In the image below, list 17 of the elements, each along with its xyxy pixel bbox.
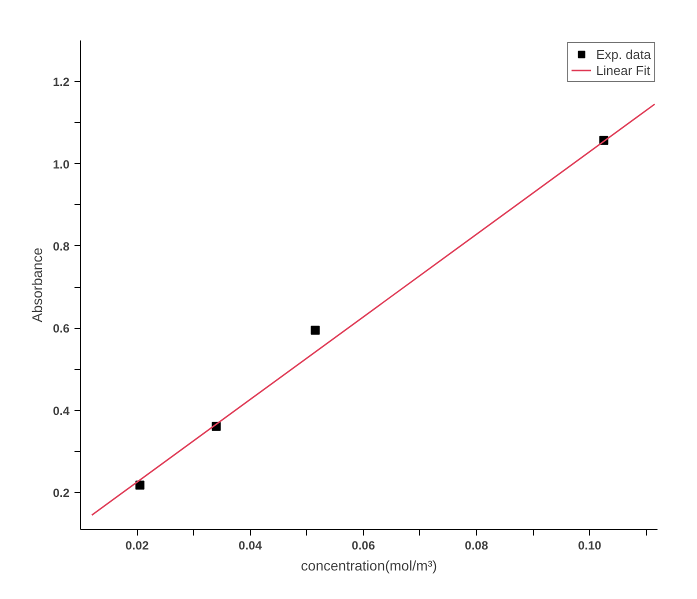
y-tick-label: 0.8 <box>52 239 70 254</box>
y-tick-label: 1.0 <box>52 157 70 172</box>
legend-label: Linear Fit <box>596 62 650 78</box>
y-tick-label: 0.4 <box>52 404 70 418</box>
point <box>310 326 320 335</box>
y-tick-label: 0.6 <box>52 322 70 336</box>
legend-label: Exp. data <box>596 46 651 62</box>
point <box>135 480 144 490</box>
y-axis-title: Absorbance <box>28 247 45 322</box>
x-tick-label: 0.04 <box>238 538 262 552</box>
x-tick-label: 0.06 <box>352 538 376 552</box>
y-tick-label: 1.2 <box>52 75 70 90</box>
x-axis-title: concentration(mol/m³) <box>300 558 438 574</box>
x-tick-label: 0.02 <box>125 538 150 552</box>
x-tick-label: 0.08 <box>464 538 488 552</box>
x-tick-label: 0.10 <box>578 538 602 552</box>
y-tick-label: 0.2 <box>52 486 70 500</box>
